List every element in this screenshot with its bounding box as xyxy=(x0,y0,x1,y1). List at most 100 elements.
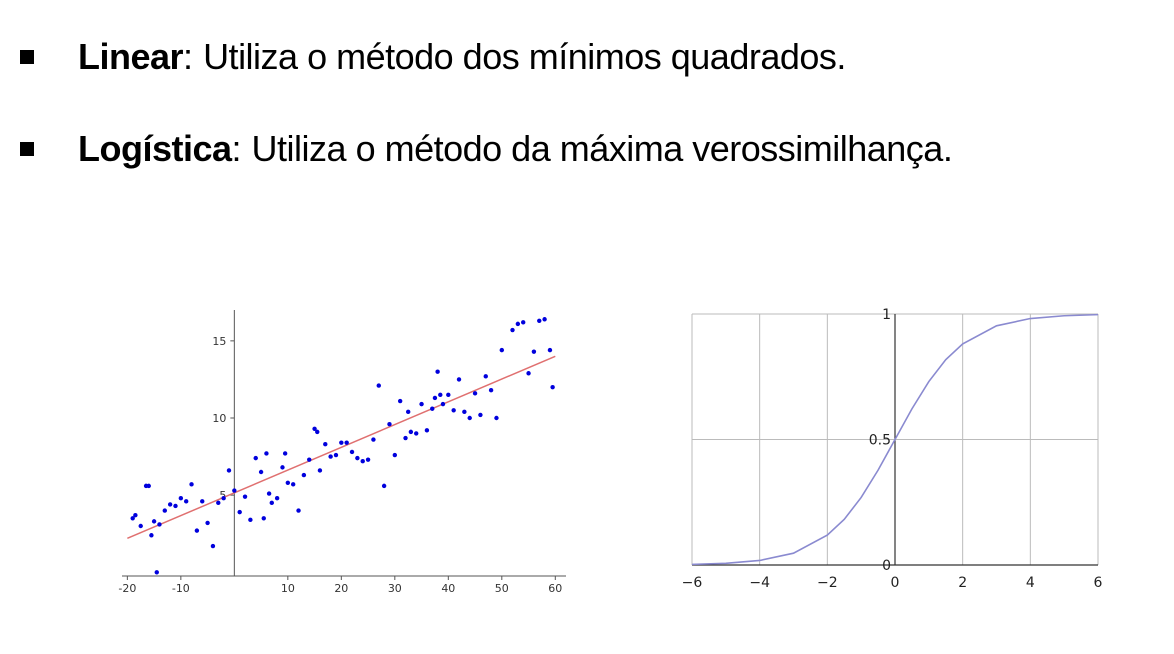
data-point xyxy=(526,371,531,376)
data-point xyxy=(542,317,547,322)
data-point xyxy=(360,459,365,464)
data-point xyxy=(290,482,296,487)
x-tick-label: 60 xyxy=(548,582,562,595)
bullet-text: Utiliza o método dos mínimos quadrados. xyxy=(203,36,846,77)
bullet-logistica: Logística: Utiliza o método da máxima ve… xyxy=(20,128,953,170)
data-point xyxy=(237,509,242,515)
data-point xyxy=(403,435,408,441)
data-point xyxy=(381,483,387,489)
data-point xyxy=(478,412,483,418)
data-point xyxy=(515,321,521,327)
data-point xyxy=(253,455,258,461)
data-point xyxy=(550,384,555,390)
data-point xyxy=(183,499,189,504)
data-point xyxy=(138,523,143,529)
x-tick-label: −2 xyxy=(817,575,838,591)
data-point xyxy=(285,480,291,485)
data-point xyxy=(200,499,205,504)
y-tick-label: 10 xyxy=(212,412,226,425)
data-point xyxy=(408,429,414,435)
y-tick-label: 0 xyxy=(882,558,891,574)
data-point xyxy=(269,500,274,506)
y-tick-label: 0.5 xyxy=(869,433,891,449)
data-point xyxy=(146,483,151,489)
sigmoid-plot-svg: −6 −4 −2 0 2 4 6 0 0.5 1 xyxy=(682,307,1103,591)
data-point xyxy=(339,440,344,445)
data-point xyxy=(387,421,392,427)
bullet-square-icon xyxy=(20,142,34,156)
x-tick-label: 4 xyxy=(1026,575,1035,591)
scatter-plot-svg: -20 -10 10 20 30 40 50 60 5 10 15 xyxy=(118,310,566,595)
data-point xyxy=(151,519,157,524)
data-point xyxy=(333,452,339,458)
data-point xyxy=(149,533,154,538)
data-point xyxy=(248,517,253,523)
data-point xyxy=(317,468,323,473)
y-tick-label: 1 xyxy=(882,307,891,323)
data-point xyxy=(261,516,266,521)
data-point xyxy=(344,440,349,445)
data-point xyxy=(432,395,438,401)
x-tick-label: -20 xyxy=(118,582,136,595)
data-point xyxy=(467,415,472,421)
data-point xyxy=(405,409,411,415)
x-tick-label: 40 xyxy=(441,582,455,595)
data-point xyxy=(130,516,135,521)
bullet-square-icon xyxy=(20,50,34,64)
data-point xyxy=(483,374,488,379)
data-point xyxy=(424,428,430,433)
data-point xyxy=(456,377,462,382)
data-point xyxy=(189,482,194,487)
data-point xyxy=(162,508,167,513)
data-point xyxy=(312,426,317,431)
data-point xyxy=(282,451,288,456)
data-point xyxy=(178,496,184,501)
data-point xyxy=(264,451,269,456)
data-point xyxy=(216,500,221,506)
x-tick-label: 50 xyxy=(495,582,509,595)
data-point xyxy=(488,388,494,393)
bullet-term: Linear xyxy=(78,36,184,77)
data-point xyxy=(349,449,355,455)
data-point xyxy=(430,406,435,411)
data-point xyxy=(355,455,360,461)
data-point xyxy=(133,513,138,518)
data-point xyxy=(221,496,226,501)
bullet-separator: : xyxy=(231,128,252,169)
regression-line xyxy=(127,355,556,540)
data-point xyxy=(274,496,280,501)
bullet-linear: Linear: Utiliza o método dos mínimos qua… xyxy=(20,36,846,78)
data-point xyxy=(392,452,398,458)
data-point xyxy=(266,491,272,496)
data-point xyxy=(435,369,440,374)
data-point xyxy=(242,494,248,499)
x-tick-label: 6 xyxy=(1094,575,1103,591)
x-tick-label: 10 xyxy=(281,582,295,595)
data-point xyxy=(446,392,451,398)
data-point xyxy=(419,401,424,407)
data-point xyxy=(371,437,376,442)
data-point xyxy=(280,465,285,470)
data-point xyxy=(205,520,210,526)
data-point xyxy=(365,457,371,462)
data-point xyxy=(194,528,200,533)
data-point xyxy=(154,570,159,575)
data-point xyxy=(226,468,232,473)
data-point xyxy=(499,347,505,353)
data-point xyxy=(537,318,542,323)
x-tick-label: 30 xyxy=(388,582,402,595)
data-point xyxy=(494,415,499,421)
data-point xyxy=(440,401,446,407)
data-point xyxy=(210,543,216,549)
data-point xyxy=(531,349,537,354)
x-tick-label: −4 xyxy=(749,575,770,591)
data-point xyxy=(438,392,443,398)
data-point xyxy=(258,469,264,475)
data-point xyxy=(323,442,328,447)
bullet-text: Utiliza o método da máxima verossimilhan… xyxy=(251,128,953,169)
data-point xyxy=(547,347,553,353)
x-tick-label: 0 xyxy=(891,575,900,591)
linear-regression-chart: -20 -10 10 20 30 40 50 60 5 10 15 xyxy=(100,300,580,615)
data-point xyxy=(167,502,173,507)
data-point xyxy=(451,408,456,413)
